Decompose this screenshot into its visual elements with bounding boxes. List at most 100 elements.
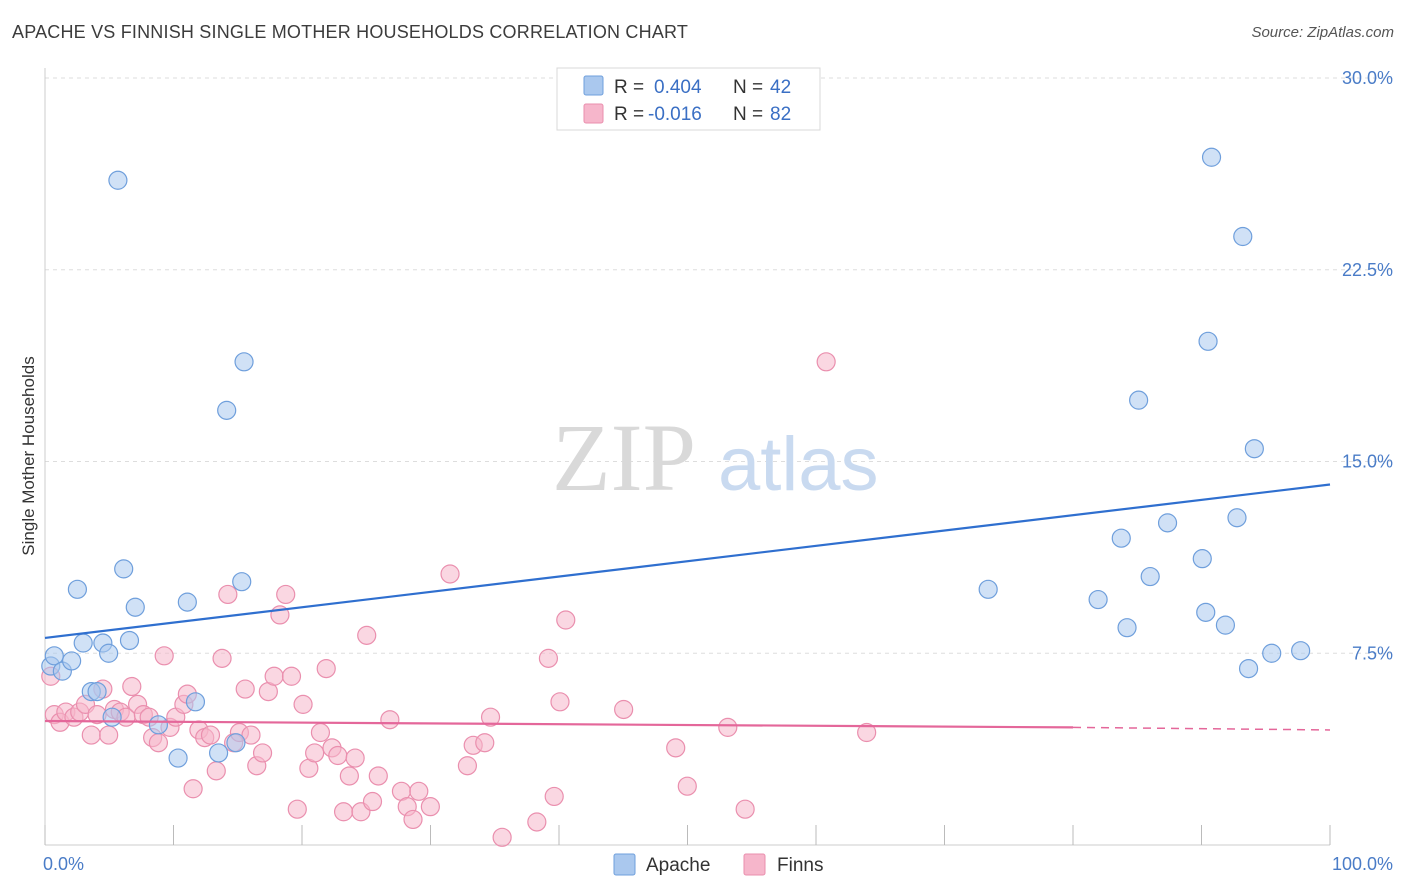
finns-point-61 <box>403 809 423 830</box>
apache-point-12 <box>114 559 134 579</box>
legend-apache-swatch <box>583 75 604 96</box>
apache-point-29 <box>1140 566 1160 587</box>
apache-point-3 <box>62 651 82 671</box>
legend-apache-r-value: 0.404 <box>654 77 702 98</box>
finns-point-69 <box>492 827 512 847</box>
top-legend: R = 0.404 N = 42 R = -0.016 N = 82 <box>556 67 821 131</box>
apache-point-7 <box>87 681 107 702</box>
finns-point-65 <box>457 756 478 776</box>
finns-point-31 <box>218 584 238 605</box>
apache-point-33 <box>1198 331 1218 351</box>
apache-point-15 <box>148 715 169 735</box>
bottom-legend-apache-swatch <box>613 853 636 876</box>
y-tick-label-2: 22.5% <box>1342 260 1393 280</box>
watermark-zip: ZIP <box>552 404 696 511</box>
apache-point-13 <box>119 630 140 651</box>
trend-layer <box>44 483 1331 731</box>
finns-point-51 <box>333 802 354 822</box>
y-tick-label-3: 30.0% <box>1342 68 1393 88</box>
x-tick-label-0: 0.0% <box>43 854 84 874</box>
finns-point-10 <box>99 725 119 745</box>
finns-point-62 <box>409 781 429 801</box>
finns-point-25 <box>183 779 203 799</box>
finns-point-42 <box>281 666 302 686</box>
apache-point-38 <box>1238 658 1259 679</box>
finns-point-80 <box>816 352 836 372</box>
finns-point-77 <box>677 776 697 796</box>
apache-point-37 <box>1233 226 1253 247</box>
finns-point-14 <box>122 676 142 697</box>
finns-point-53 <box>345 748 365 768</box>
finns-point-55 <box>357 625 377 645</box>
finns-point-47 <box>310 722 331 743</box>
apache-point-31 <box>1192 549 1212 569</box>
legend-finns-r-value: -0.016 <box>648 104 702 125</box>
apache-point-14 <box>125 597 145 617</box>
finns-point-46 <box>305 743 325 763</box>
y-tick-label-1: 15.0% <box>1342 452 1393 472</box>
apache-point-4 <box>67 579 88 599</box>
apache-point-26 <box>1111 528 1131 548</box>
finns-point-48 <box>316 658 336 679</box>
apache-point-30 <box>1157 513 1178 533</box>
bottom-legend-apache-label: Apache <box>646 855 710 876</box>
finns-point-30 <box>212 648 232 668</box>
apache-point-24 <box>978 579 998 599</box>
apache-point-5 <box>73 633 93 653</box>
finns-point-52 <box>339 766 359 786</box>
legend-apache-n-value: 42 <box>770 77 791 98</box>
apache-point-32 <box>1196 602 1216 622</box>
apache-point-23 <box>234 352 254 372</box>
finns-point-75 <box>614 699 634 720</box>
legend-finns-n-label: N = <box>733 104 763 125</box>
finns-point-37 <box>252 743 273 763</box>
bottom-legend-finns-label: Finns <box>777 855 823 876</box>
finns-point-7 <box>81 725 101 745</box>
finns-point-68 <box>480 707 501 727</box>
finns-point-71 <box>538 648 559 668</box>
finns-point-56 <box>362 791 383 812</box>
finns-point-39 <box>264 666 284 686</box>
finns-point-41 <box>276 584 296 605</box>
apache-point-17 <box>177 592 197 612</box>
apache-point-18 <box>185 692 206 712</box>
apache-point-36 <box>1227 508 1247 528</box>
apache-point-34 <box>1201 147 1222 167</box>
finns-series <box>41 352 877 847</box>
apache-point-9 <box>99 643 119 663</box>
apache-point-21 <box>226 733 246 753</box>
apache-point-11 <box>108 170 128 190</box>
finns-point-74 <box>556 610 576 630</box>
y-axis-title: Single Mother Households <box>19 356 38 555</box>
apache-point-10 <box>102 707 122 727</box>
finns-point-29 <box>206 761 226 781</box>
apache-point-16 <box>168 748 188 768</box>
x-tick-labels: 0.0% 100.0% <box>43 854 1393 874</box>
finns-point-78 <box>718 717 738 737</box>
finns-point-44 <box>293 694 313 714</box>
finns-point-19 <box>148 733 169 753</box>
finns-point-64 <box>440 564 460 584</box>
finns-point-57 <box>368 766 388 786</box>
apache-point-35 <box>1215 615 1236 635</box>
legend-finns-r-label: R = <box>614 104 644 125</box>
finns-point-76 <box>666 738 686 758</box>
y-tick-label-0: 7.5% <box>1352 643 1393 663</box>
finns-point-35 <box>241 725 261 745</box>
legend-apache-n-label: N = <box>733 77 763 98</box>
watermark-atlas: atlas <box>718 422 879 507</box>
finns-point-28 <box>200 725 221 745</box>
finns-point-34 <box>235 679 255 699</box>
chart-source: Source: ZipAtlas.com <box>1251 24 1394 41</box>
finns-trend-line <box>44 719 1074 729</box>
finns-point-20 <box>154 646 174 666</box>
apache-point-39 <box>1244 439 1264 459</box>
finns-point-58 <box>380 710 400 730</box>
x-tick-label-1: 100.0% <box>1332 854 1393 874</box>
finns-point-72 <box>544 786 564 807</box>
bottom-legend-finns-swatch <box>743 853 766 876</box>
apache-point-1 <box>44 646 64 666</box>
y-tick-labels: 7.5% 15.0% 22.5% 30.0% <box>1342 68 1393 663</box>
legend-apache-r-label: R = <box>614 77 644 98</box>
apache-point-41 <box>1291 641 1311 661</box>
